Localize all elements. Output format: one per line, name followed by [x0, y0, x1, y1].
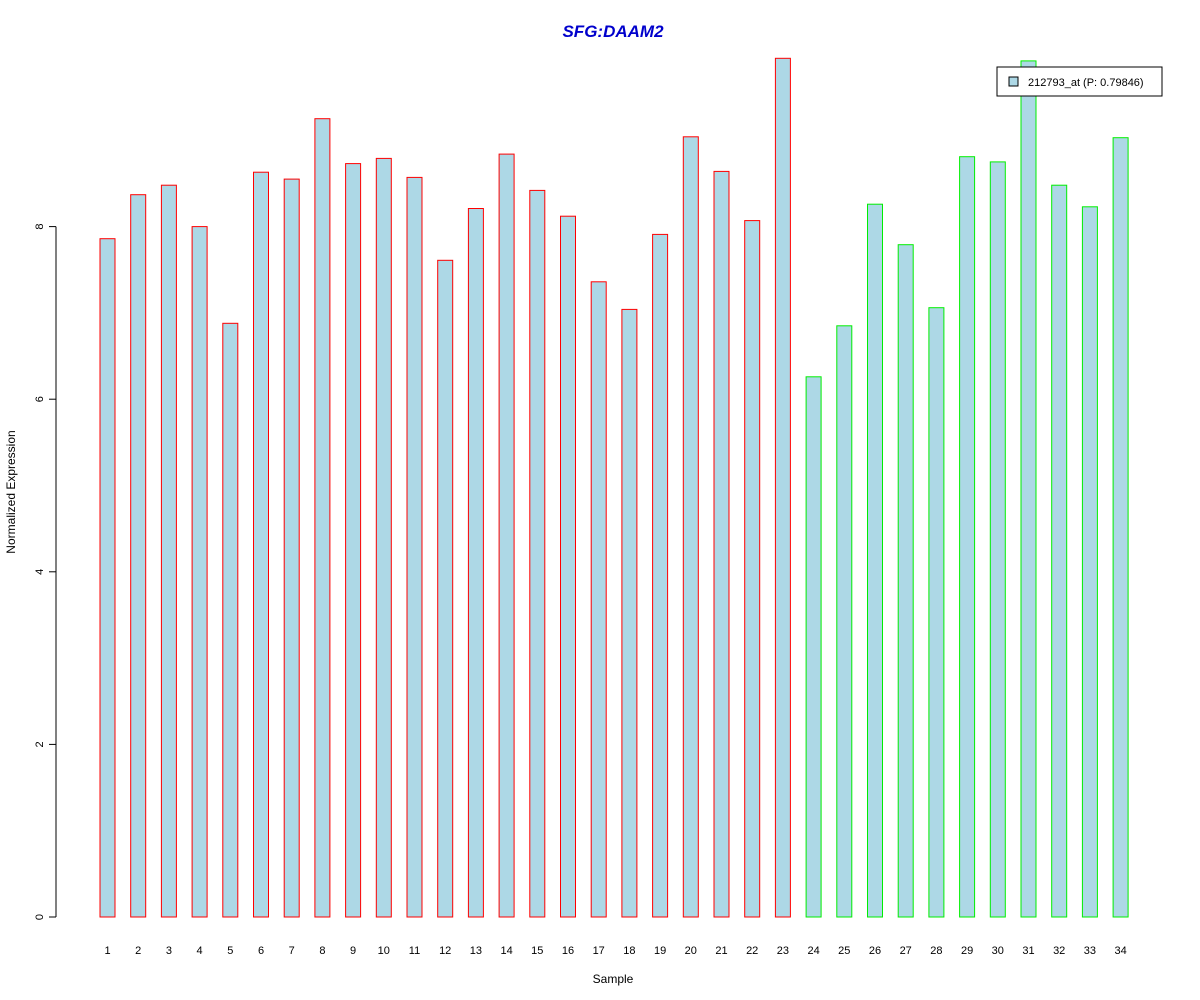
x-tick-label: 17: [593, 945, 605, 957]
bar-sample-12: [437, 259, 454, 918]
bar-sample-32: [1051, 184, 1068, 918]
x-tick-label: 21: [715, 945, 727, 957]
x-tick-label: 11: [409, 945, 420, 957]
x-tick-label: 4: [197, 945, 203, 957]
bar-sample-18: [621, 308, 638, 918]
bar-sample-19: [652, 233, 669, 918]
y-tick-label: 8: [34, 224, 46, 230]
x-tick-label: 13: [470, 945, 482, 957]
bar-sample-30: [989, 161, 1006, 918]
bar-sample-22: [744, 220, 761, 918]
bar-sample-1: [99, 238, 116, 918]
bar-sample-15: [529, 189, 546, 918]
bar-sample-2: [130, 194, 147, 918]
y-tick-label: 4: [34, 569, 46, 575]
x-tick-label: 20: [685, 945, 697, 957]
x-tick-label: 30: [992, 945, 1004, 957]
x-tick-label: 23: [777, 945, 789, 957]
bar-sample-25: [836, 325, 853, 918]
x-tick-label: 7: [289, 945, 295, 957]
bar-sample-3: [160, 184, 177, 918]
x-tick-label: 2: [135, 945, 141, 957]
bar-sample-24: [805, 376, 822, 918]
x-tick-label: 14: [500, 945, 512, 957]
bar-sample-33: [1081, 206, 1098, 918]
x-tick-label: 24: [807, 945, 819, 957]
x-tick-label: 27: [900, 945, 912, 957]
legend: 212793_at (P: 0.79846): [996, 66, 1163, 97]
x-tick-label: 19: [654, 945, 666, 957]
x-tick-label: 6: [258, 945, 264, 957]
bar-sample-26: [867, 203, 883, 918]
bar-sample-13: [467, 208, 484, 918]
bar-sample-8: [314, 118, 331, 918]
bar-sample-20: [682, 136, 699, 918]
y-tick-label: 6: [34, 396, 46, 402]
x-tick-labels: 1 2 3 4 5 6 7 8 9 10 11 12 13 14 15 16 17 18 19 20 21 22 23 24 2…: [104, 945, 1126, 957]
legend-swatch: [1008, 76, 1019, 87]
bar-sample-23: [774, 57, 791, 918]
bar-sample-21: [713, 170, 730, 918]
legend-label: 212793_at (P: 0.79846): [1028, 77, 1144, 89]
bar-sample-4: [191, 226, 208, 918]
bar-sample-28: [928, 307, 945, 918]
bar-sample-11: [406, 176, 423, 918]
x-tick-label: 32: [1053, 945, 1065, 957]
bar-sample-31: [1020, 60, 1037, 918]
x-tick-label: 26: [869, 945, 881, 957]
x-tick-label: 28: [930, 945, 942, 957]
chart-title: SFG:DAAM2: [562, 22, 664, 41]
x-tick-label: 16: [562, 945, 574, 957]
bar-sample-6: [253, 171, 269, 918]
bar-sample-34: [1112, 137, 1129, 918]
x-tick-label: 1: [104, 945, 110, 957]
x-axis-label: Sample: [593, 972, 634, 986]
bar-sample-16: [560, 215, 576, 918]
x-tick-label: 25: [838, 945, 850, 957]
x-tick-label: 5: [227, 945, 233, 957]
bars-group: [99, 57, 1129, 918]
x-tick-label: 10: [378, 945, 390, 957]
bar-sample-10: [375, 157, 392, 918]
x-tick-label: 18: [623, 945, 635, 957]
bar-sample-27: [897, 244, 914, 918]
y-axis-label: Normalized Expression: [4, 430, 18, 553]
bar-sample-17: [590, 281, 607, 918]
x-tick-label: 12: [439, 945, 451, 957]
x-tick-label: 31: [1022, 945, 1034, 957]
x-tick-label: 22: [746, 945, 758, 957]
y-tick-label: 2: [34, 741, 46, 747]
x-tick-label: 8: [319, 945, 325, 957]
x-tick-label: 9: [350, 945, 356, 957]
legend-box: [996, 66, 1163, 97]
bar-sample-14: [498, 153, 515, 918]
bar-sample-29: [959, 156, 976, 918]
x-tick-label: 29: [961, 945, 973, 957]
bar-sample-7: [283, 178, 300, 918]
x-tick-label: 15: [531, 945, 543, 957]
y-axis: 0 2 4 6 8: [34, 224, 57, 920]
bar-sample-5: [222, 322, 239, 918]
bar-sample-9: [345, 163, 362, 918]
y-tick-label: 0: [34, 914, 46, 920]
x-tick-label: 3: [166, 945, 172, 957]
x-tick-label: 33: [1084, 945, 1096, 957]
x-tick-label: 34: [1114, 945, 1126, 957]
